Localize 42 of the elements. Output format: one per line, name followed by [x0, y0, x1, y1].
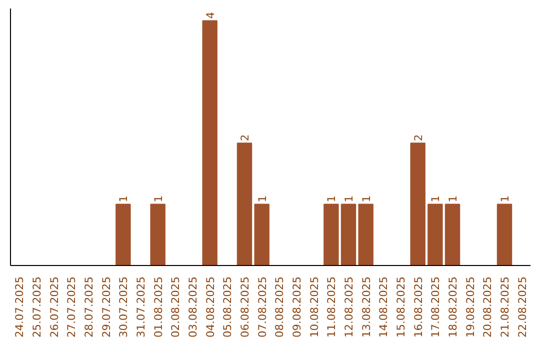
- x-tick-label: 20.08.2025: [481, 276, 494, 338]
- x-tick-label: 22.08.2025: [516, 276, 529, 338]
- data-label: 1: [498, 196, 512, 202]
- x-tick-label: 07.08.2025: [256, 276, 269, 338]
- x-tick-label: 29.07.2025: [100, 276, 113, 338]
- x-tick-label: 14.08.2025: [377, 276, 390, 338]
- x-tick-label: 21.08.2025: [498, 276, 512, 338]
- data-label: 1: [342, 196, 356, 202]
- data-label: 1: [360, 196, 373, 202]
- data-label: 1: [446, 196, 460, 202]
- x-tick-label: 25.07.2025: [30, 276, 44, 338]
- data-label: 2: [412, 134, 425, 142]
- data-label: 1: [117, 196, 130, 202]
- x-tick-label: 09.08.2025: [290, 276, 304, 338]
- x-tick-label: 18.08.2025: [446, 276, 460, 338]
- x-tick-label: 31.07.2025: [134, 276, 148, 338]
- x-tick-label: 15.08.2025: [394, 276, 408, 338]
- data-label: 1: [429, 196, 442, 202]
- x-tick-label: 06.08.2025: [238, 276, 252, 338]
- x-tick-label: 05.08.2025: [221, 276, 234, 338]
- x-tick-label: 17.08.2025: [429, 276, 442, 338]
- x-tick-label: 28.07.2025: [82, 276, 96, 338]
- x-tick-label: 02.08.2025: [169, 276, 182, 338]
- data-label: 1: [152, 196, 165, 202]
- data-label: 2: [238, 134, 252, 142]
- x-tick-label: 30.07.2025: [117, 276, 130, 338]
- x-tick-label: 01.08.2025: [152, 276, 165, 338]
- data-label: 1: [325, 196, 338, 202]
- x-tick-label: 04.08.2025: [204, 276, 217, 338]
- x-tick-label: 19.08.2025: [464, 276, 477, 338]
- data-label: 1: [256, 196, 269, 202]
- x-tick-label: 13.08.2025: [360, 276, 373, 338]
- x-tick-label: 10.08.2025: [308, 276, 321, 338]
- x-tick-label: 26.07.2025: [48, 276, 61, 338]
- x-tick-label: 27.07.2025: [65, 276, 78, 338]
- x-tick-label: 11.08.2025: [325, 276, 338, 338]
- x-tick-label: 12.08.2025: [342, 276, 356, 338]
- x-tick-label: 08.08.2025: [273, 276, 286, 338]
- x-tick-label: 03.08.2025: [186, 276, 200, 338]
- x-tick-label: 24.07.2025: [13, 276, 26, 338]
- data-label: 4: [204, 12, 217, 19]
- x-tick-label: 16.08.2025: [412, 276, 425, 338]
